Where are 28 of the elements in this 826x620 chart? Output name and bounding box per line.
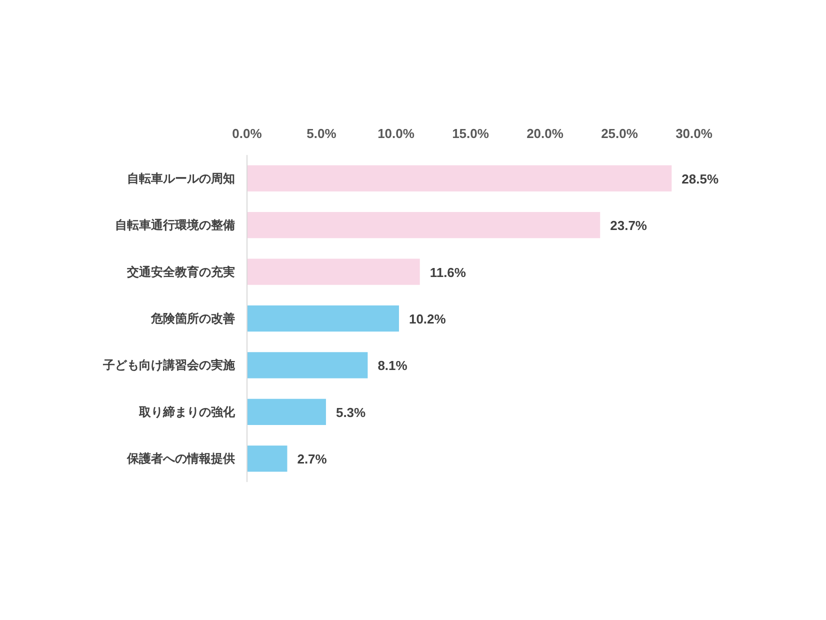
bar: [247, 398, 326, 426]
x-tick-label: 10.0%: [378, 126, 415, 141]
data-label: 23.7%: [610, 218, 648, 234]
bar: [247, 258, 420, 285]
bar: [247, 446, 288, 472]
x-tick-label: 20.0%: [526, 126, 564, 141]
bar: [247, 165, 672, 192]
bar: [247, 305, 399, 332]
y-tick-label: 子ども向け講習会の実施: [102, 358, 236, 372]
y-tick-label: 自転車通行環境の整備: [115, 218, 235, 232]
y-tick-label: 危険箇所の改善: [150, 312, 235, 326]
bar: [247, 352, 368, 378]
y-tick-label: 自転車ルールの周知: [127, 171, 235, 186]
y-tick-label: 保護者への情報提供: [126, 452, 235, 466]
data-label: 11.6%: [430, 264, 466, 280]
x-tick-label: 0.0%: [232, 126, 262, 141]
data-label: 10.2%: [408, 312, 446, 326]
y-tick-label: 取り締まりの強化: [138, 404, 236, 419]
bar: [247, 212, 600, 238]
data-label: 5.3%: [336, 404, 366, 420]
data-label: 8.1%: [378, 358, 408, 374]
x-tick-label: 25.0%: [601, 126, 638, 141]
x-tick-label: 15.0%: [452, 126, 490, 141]
y-tick-label: 交通安全教育の充実: [126, 264, 235, 279]
data-label: 2.7%: [297, 452, 328, 467]
x-tick-label: 5.0%: [306, 126, 337, 141]
data-label: 28.5%: [682, 171, 719, 186]
x-tick-label: 30.0%: [676, 126, 713, 141]
